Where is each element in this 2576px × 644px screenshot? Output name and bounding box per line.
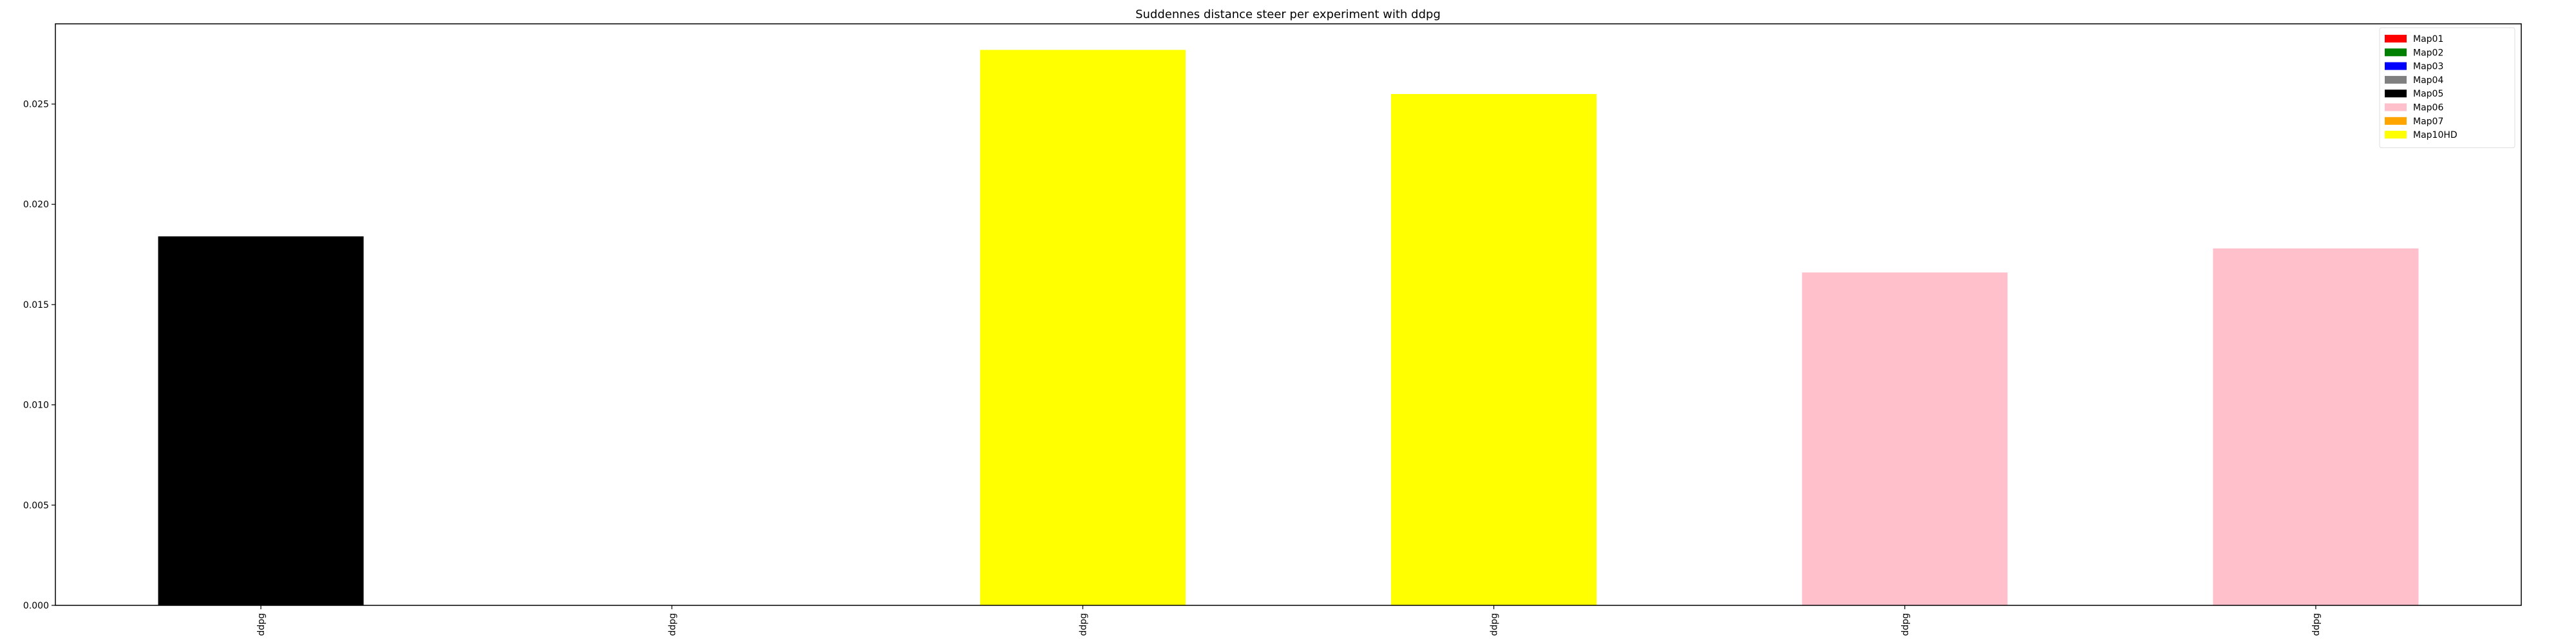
legend: Map01 Map02 Map03 Map04 Map05 Map06 Map07 Map10… — [2379, 27, 2515, 148]
legend-label: Map01 — [2413, 34, 2443, 44]
legend-swatch — [2385, 131, 2407, 139]
legend-swatch — [2385, 62, 2407, 70]
legend-label: Map02 — [2413, 48, 2443, 58]
legend-label: Map04 — [2413, 75, 2443, 86]
y-axis: 0.000 0.005 0.010 0.015 0.020 0.025 — [23, 100, 55, 611]
y-tick-label: 0.025 — [23, 100, 49, 110]
legend-swatch — [2385, 90, 2407, 98]
y-tick-label: 0.015 — [23, 300, 49, 310]
legend-label: Map10HD — [2413, 130, 2458, 140]
bar-1 — [158, 236, 364, 605]
plot-frame — [55, 23, 2522, 606]
x-tick-label: ddpg — [667, 613, 677, 636]
y-tick-label: 0.005 — [23, 500, 49, 511]
y-tick-label: 0.020 — [23, 200, 49, 210]
bars-group — [158, 50, 2419, 605]
chart-title: Suddennes distance steer per experiment … — [1135, 8, 1441, 21]
legend-label: Map06 — [2413, 103, 2443, 113]
x-tick-label: ddpg — [1078, 613, 1088, 636]
x-tick-label: ddpg — [256, 613, 267, 636]
legend-label: Map07 — [2413, 117, 2443, 127]
bar-6 — [2213, 248, 2419, 605]
legend-swatch — [2385, 35, 2407, 43]
legend-swatch — [2385, 75, 2407, 84]
y-tick-label: 0.000 — [23, 601, 49, 611]
bar-5 — [1802, 272, 2008, 605]
legend-swatch — [2385, 117, 2407, 125]
y-tick-label: 0.010 — [23, 401, 49, 411]
x-tick-label: ddpg — [1900, 613, 1911, 636]
bar-4 — [1391, 93, 1597, 605]
legend-swatch — [2385, 103, 2407, 111]
x-tick-label: ddpg — [1490, 613, 1500, 636]
legend-label: Map03 — [2413, 62, 2443, 72]
x-tick-label: ddpg — [2311, 613, 2322, 636]
legend-swatch — [2385, 48, 2407, 57]
legend-frame — [2379, 27, 2515, 148]
legend-label: Map05 — [2413, 89, 2443, 99]
x-axis: ddpg ddpg ddpg ddpg ddpg ddpg — [256, 605, 2322, 636]
bar-3 — [980, 50, 1186, 605]
